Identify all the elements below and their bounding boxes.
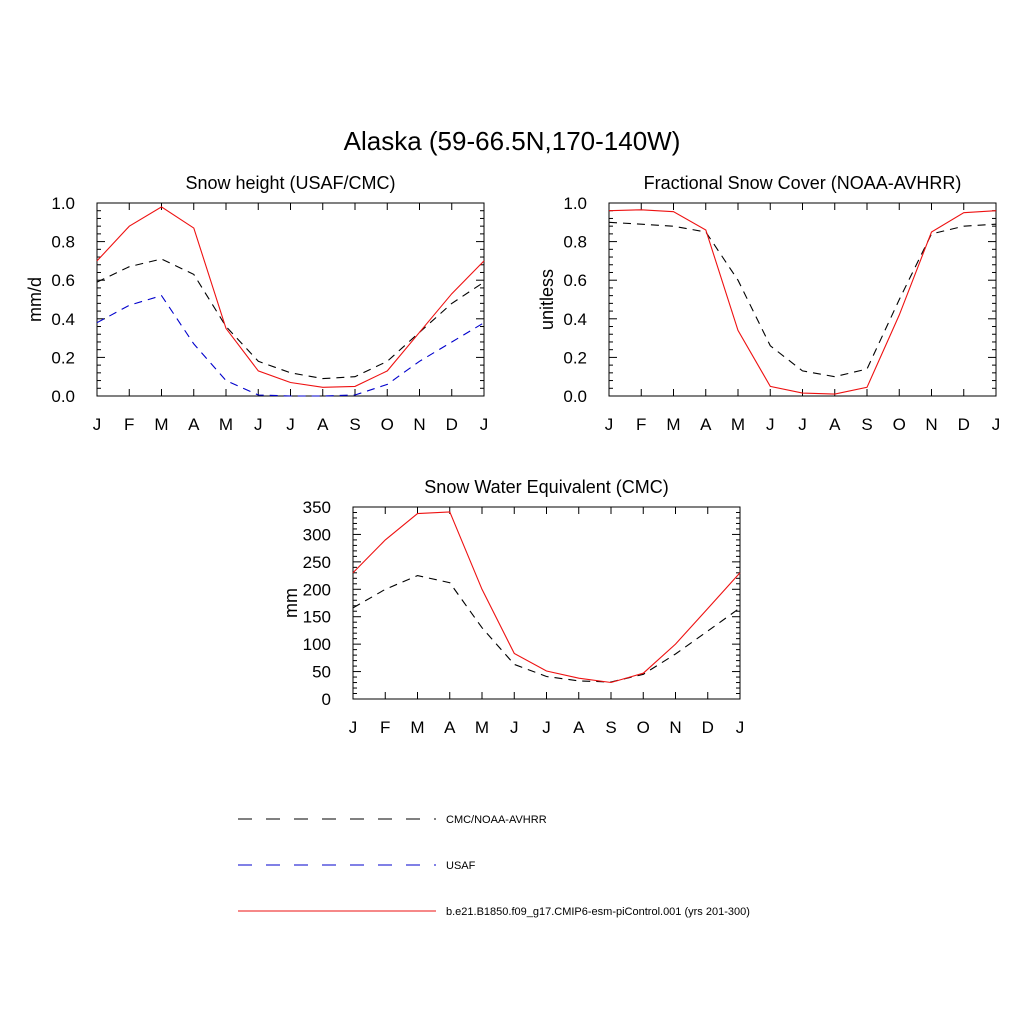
- x-tick-label: J: [992, 415, 1001, 434]
- y-tick-label: 0.4: [563, 310, 587, 329]
- y-tick-label: 0.2: [563, 348, 587, 367]
- x-tick-label: J: [349, 718, 358, 737]
- x-tick-label: A: [317, 415, 329, 434]
- y-tick-label: 150: [303, 608, 331, 627]
- x-tick-label: S: [861, 415, 872, 434]
- y-tick-label: 0.0: [563, 387, 587, 406]
- y-tick-label: 250: [303, 553, 331, 572]
- y-axis-label: unitless: [537, 269, 557, 330]
- panels: Snow height (USAF/CMC)mm/dJ F M A M J J A S O N D J0…: [25, 173, 1000, 737]
- chart-title: Fractional Snow Cover (NOAA-AVHRR): [644, 173, 962, 193]
- series-line-obs: [352, 575, 741, 683]
- x-tick-label: D: [446, 415, 458, 434]
- x-tick-label: O: [893, 415, 906, 434]
- y-tick-label: 0.2: [51, 348, 75, 367]
- chart-panel-3: Snow Water Equivalent (CMC)mmJ F M A M J J A S O N…: [281, 477, 744, 737]
- y-tick-label: 1.0: [51, 194, 75, 213]
- x-tick-label: J: [93, 415, 102, 434]
- x-tick-label: J: [510, 718, 519, 737]
- series-line-usaf: [96, 294, 485, 397]
- x-tick-label: O: [381, 415, 394, 434]
- series-line-obs: [96, 258, 485, 380]
- y-tick-label: 300: [303, 525, 331, 544]
- x-tick-label: J: [286, 415, 295, 434]
- y-tick-label: 50: [312, 663, 331, 682]
- x-tick-label: M: [154, 415, 168, 434]
- x-tick-label: A: [829, 415, 841, 434]
- x-tick-label: J: [605, 415, 614, 434]
- x-tick-label: F: [124, 415, 134, 434]
- y-tick-label: 0.8: [563, 233, 587, 252]
- series-line-model: [608, 209, 997, 395]
- x-tick-label: A: [700, 415, 712, 434]
- legend-label: USAF: [446, 860, 476, 872]
- x-tick-label: M: [666, 415, 680, 434]
- x-tick-label: A: [188, 415, 200, 434]
- x-tick-label: N: [669, 718, 681, 737]
- chart-panel-2: Fractional Snow Cover (NOAA-AVHRR) unitle…: [537, 173, 1000, 434]
- y-tick-label: 100: [303, 635, 331, 654]
- figure-title: Alaska (59-66.5N,170-140W): [344, 126, 681, 156]
- x-tick-label: D: [958, 415, 970, 434]
- x-tick-label: J: [542, 718, 551, 737]
- series-line-model: [96, 206, 485, 388]
- x-tick-label: F: [636, 415, 646, 434]
- legend-label: b.e21.B1850.f09_g17.CMIP6-esm-piControl.…: [446, 906, 750, 918]
- y-tick-label: 200: [303, 580, 331, 599]
- y-axis-label: mm/d: [25, 277, 45, 322]
- chart-panel-1: Snow height (USAF/CMC)mm/dJ F M A M J J A S O N D J0…: [25, 173, 488, 434]
- x-tick-label: J: [766, 415, 775, 434]
- x-tick-label: M: [410, 718, 424, 737]
- y-axis-label: mm: [281, 588, 301, 618]
- x-tick-label: J: [736, 718, 745, 737]
- series-line-obs: [608, 221, 997, 378]
- y-tick-label: 0.0: [51, 387, 75, 406]
- y-tick-label: 350: [303, 498, 331, 517]
- x-tick-label: A: [573, 718, 585, 737]
- x-tick-label: A: [444, 718, 456, 737]
- y-ticks: [353, 506, 740, 700]
- series-line-model: [352, 511, 741, 684]
- x-ticks: [608, 203, 997, 396]
- x-tick-label: F: [380, 718, 390, 737]
- y-ticks: [609, 202, 996, 397]
- x-ticks: [96, 203, 485, 396]
- y-tick-label: 1.0: [563, 194, 587, 213]
- x-tick-label: M: [219, 415, 233, 434]
- x-ticks: [352, 507, 741, 699]
- y-tick-label: 0.6: [563, 271, 587, 290]
- y-tick-label: 0.8: [51, 233, 75, 252]
- x-tick-label: M: [731, 415, 745, 434]
- x-tick-label: S: [349, 415, 360, 434]
- chart-title: Snow Water Equivalent (CMC): [424, 477, 668, 497]
- x-tick-label: J: [480, 415, 489, 434]
- plot-frame: [96, 202, 485, 397]
- plot-frame: [352, 506, 741, 700]
- x-tick-label: D: [702, 718, 714, 737]
- x-tick-label: N: [413, 415, 425, 434]
- x-tick-label: O: [637, 718, 650, 737]
- x-tick-label: S: [605, 718, 616, 737]
- y-tick-label: 0: [322, 690, 331, 709]
- x-tick-label: M: [475, 718, 489, 737]
- legend: CMC/NOAA-AVHRR USAF b.e21.B1850.f09_g17.CM…: [238, 814, 750, 918]
- x-tick-label: J: [254, 415, 263, 434]
- x-tick-label: J: [798, 415, 807, 434]
- legend-label: CMC/NOAA-AVHRR: [446, 814, 547, 826]
- chart-title: Snow height (USAF/CMC): [185, 173, 395, 193]
- y-ticks: [97, 202, 484, 397]
- y-tick-label: 0.6: [51, 271, 75, 290]
- y-tick-label: 0.4: [51, 310, 75, 329]
- x-tick-label: N: [925, 415, 937, 434]
